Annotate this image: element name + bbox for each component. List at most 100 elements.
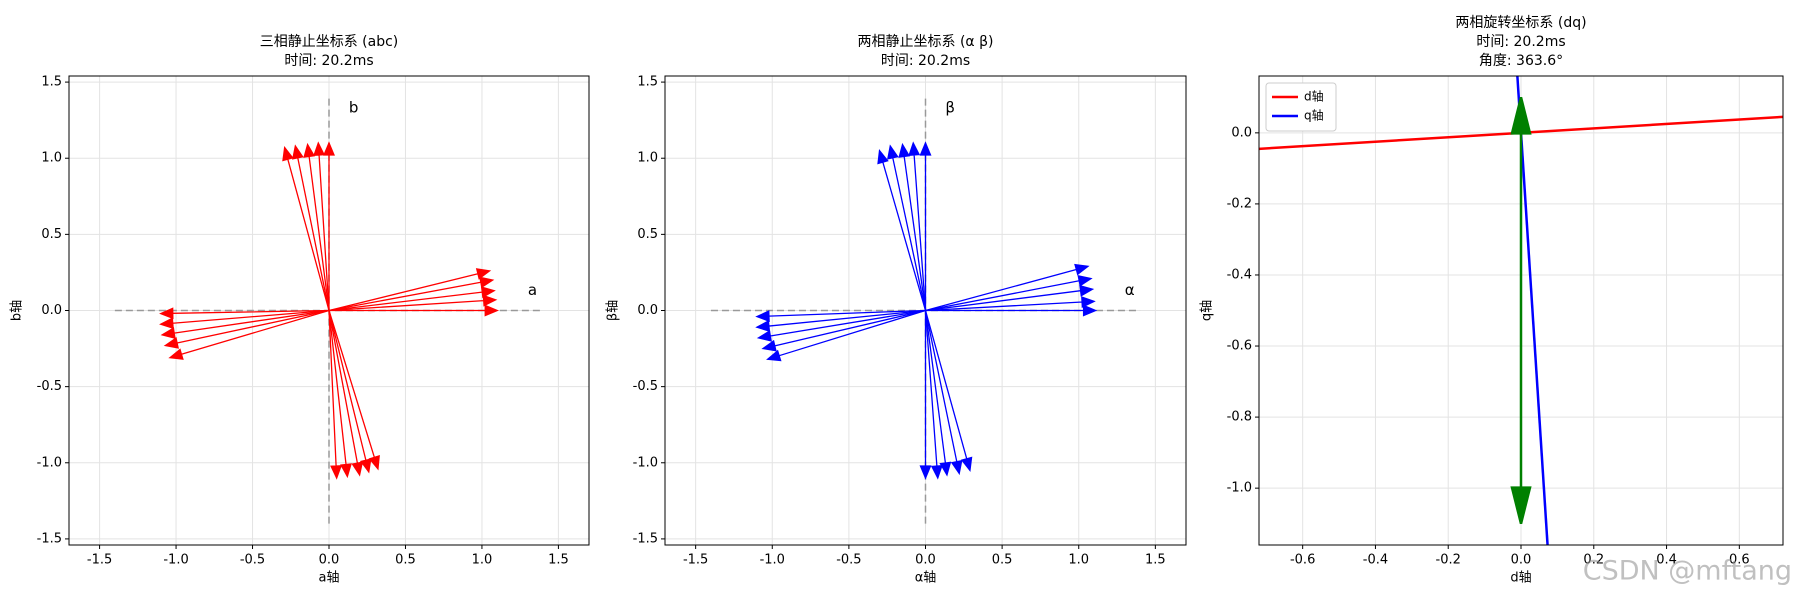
chart-title: 时间: 20.2ms [1476,34,1565,50]
annotation: b [349,98,359,116]
watermark: CSDN @mftang [1583,556,1792,587]
arrow [925,275,1093,312]
chart-title: 两相旋转坐标系 (dq) [1455,15,1586,31]
x-tick-label: 1.5 [1145,553,1166,568]
series-line [1516,75,1549,546]
arrow [292,144,330,311]
legend-box [1265,82,1337,132]
arrow [1510,97,1532,135]
x-tick-label: 1.5 [548,553,569,568]
x-tick-label: 1.0 [472,553,493,568]
arrow [328,310,343,480]
x-tick-label: -0.5 [240,553,265,568]
x-tick-label: 0.0 [915,553,936,568]
annotation: α [1125,281,1135,299]
arrow [323,141,335,311]
x-axis-label: a轴 [319,571,340,586]
arrow [159,307,330,320]
arrow [168,309,330,360]
chart-title: 两相静止坐标系 (α β) [858,34,994,50]
arrow [761,309,926,352]
annotation: β [945,98,955,116]
arrow [924,310,952,477]
arrow [755,309,926,323]
subplot: 三相静止坐标系 (abc) 时间: 20.2ms -1.5 -1.0 -0.5 0.0 0.… [10,34,590,586]
y-tick-label: 1.0 [41,151,62,166]
plot-area: αβ [710,97,1141,524]
arrow [160,309,330,339]
y-tick-label: 0.5 [637,227,658,242]
arrow [328,310,364,477]
y-tick-label: 1.5 [41,75,62,90]
arrow [919,141,932,311]
arrow [328,310,352,479]
arrow [329,304,499,317]
x-tick-label: -0.6 [1290,553,1315,568]
arrow [313,141,330,311]
annotation: a [528,281,537,299]
arrow [908,141,927,311]
arrow [328,276,495,312]
y-tick-label: -0.8 [1227,410,1252,425]
arrow [925,263,1090,312]
arrow [925,296,1096,312]
arrow [328,268,492,312]
arrow [887,144,927,311]
chart-title: 角度: 363.6° [1479,53,1563,69]
arrow [163,309,330,349]
y-tick-label: -1.0 [1227,481,1252,496]
x-tick-label: -1.0 [163,553,188,568]
x-tick-label: -1.0 [760,553,785,568]
chart-title: 时间: 20.2ms [881,53,970,69]
x-axis-label: d轴 [1510,571,1531,586]
x-tick-label: -1.5 [87,553,112,568]
x-tick-label: 0.6 [1729,553,1750,568]
arrow [877,148,927,311]
arrow [328,294,498,312]
y-tick-label: 0.5 [41,227,62,242]
y-tick-label: -0.6 [1227,339,1252,354]
x-axis-label: α轴 [915,571,937,586]
y-tick-label: -0.5 [633,379,658,394]
x-tick-label: 0.5 [992,553,1013,568]
arrow [303,142,330,311]
arrow [919,310,932,480]
arrow [328,310,372,474]
x-tick-label: 0.4 [1656,553,1677,568]
arrow [1510,132,1532,524]
arrow [766,309,926,362]
x-tick-label: -1.5 [683,553,708,568]
y-tick-label: 1.0 [637,151,658,166]
x-tick-label: 0.2 [1583,553,1604,568]
arrow [898,142,927,311]
arrow [924,310,943,480]
y-axis-label: b轴 [10,300,25,321]
subplot: 两相静止坐标系 (α β) 时间: 20.2ms -1.5 -1.0 -0.5 0.0 0.… [606,34,1187,586]
chart-title: 时间: 20.2ms [284,53,373,69]
y-tick-label: 0.0 [1231,125,1252,140]
y-tick-label: -1.0 [633,455,658,470]
arrow [925,284,1095,312]
arrow [328,286,496,312]
legend-label: d轴 [1304,89,1324,104]
y-axis-label: q轴 [1200,300,1215,321]
x-tick-label: 0.0 [1511,553,1532,568]
arrow [925,304,1098,317]
y-tick-label: -1.0 [37,455,62,470]
plot-frame [1258,75,1784,546]
x-tick-label: 1.0 [1068,553,1089,568]
y-tick-label: -0.4 [1227,267,1252,282]
x-tick-label: -0.4 [1363,553,1388,568]
x-tick-label: 0.0 [319,553,340,568]
y-tick-label: 0.0 [637,303,658,318]
arrow [755,309,926,332]
arrow [924,310,973,473]
plot-area: d轴 q轴 [1258,75,1784,546]
x-tick-label: 0.5 [395,553,416,568]
x-tick-label: -0.5 [836,553,861,568]
chart-title: 三相静止坐标系 (abc) [260,34,399,50]
y-axis-label: β轴 [606,300,621,321]
plot-frame [664,75,1187,546]
y-tick-label: 0.0 [41,303,62,318]
